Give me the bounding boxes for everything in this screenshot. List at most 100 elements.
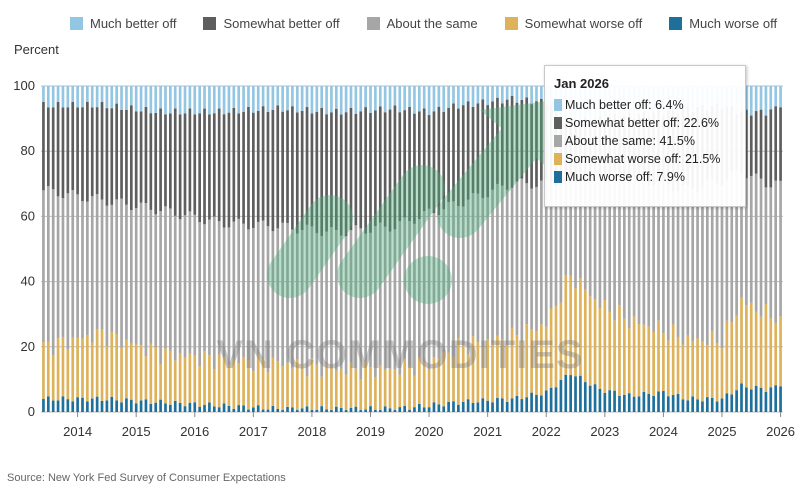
bar-stack[interactable] (110, 86, 114, 412)
bar-stack[interactable] (364, 86, 367, 412)
bar-stack[interactable] (266, 86, 270, 412)
bar-stack[interactable] (447, 86, 450, 412)
bar-stack[interactable] (749, 86, 753, 412)
bar-stack[interactable] (159, 86, 162, 412)
bar-stack[interactable] (540, 86, 543, 412)
bar-stack[interactable] (232, 86, 236, 412)
bar-stack[interactable] (173, 86, 177, 412)
bar-stack[interactable] (51, 86, 55, 412)
bar-stack[interactable] (281, 86, 284, 412)
bar-stack[interactable] (471, 86, 475, 412)
bar-stack[interactable] (100, 86, 104, 412)
bar-stack[interactable] (115, 86, 118, 412)
bar-stack[interactable] (252, 86, 255, 412)
bar-stack[interactable] (339, 86, 343, 412)
bar-stack[interactable] (86, 86, 89, 412)
bar-stack[interactable] (46, 86, 50, 412)
bar-stack[interactable] (520, 86, 524, 412)
bar-stack[interactable] (42, 86, 45, 412)
bar-stack[interactable] (344, 86, 348, 412)
legend-item-somewhat-better[interactable]: Somewhat better off (203, 16, 340, 31)
bar-stack[interactable] (754, 86, 758, 412)
bar-stack[interactable] (437, 86, 441, 412)
bar-stack[interactable] (393, 86, 397, 412)
bar-stack[interactable] (427, 86, 431, 412)
bar-stack[interactable] (61, 86, 65, 412)
bar-stack[interactable] (300, 86, 304, 412)
bar-stack[interactable] (217, 86, 221, 412)
bar-stack[interactable] (510, 86, 514, 412)
bar-stack[interactable] (354, 86, 358, 412)
bar-stack[interactable] (491, 86, 494, 412)
bar-stack[interactable] (764, 86, 768, 412)
bar-stack[interactable] (374, 86, 377, 412)
bar-stack[interactable] (76, 86, 79, 412)
bar-stack[interactable] (291, 86, 294, 412)
bar-stack[interactable] (134, 86, 138, 412)
bar-stack[interactable] (413, 86, 416, 412)
bar-stack[interactable] (310, 86, 314, 412)
legend-item-somewhat-worse[interactable]: Somewhat worse off (504, 16, 642, 31)
bar-stack[interactable] (212, 86, 216, 412)
bar-stack[interactable] (403, 86, 407, 412)
bar-stack[interactable] (90, 86, 94, 412)
bar-stack[interactable] (378, 86, 382, 412)
bar-stack[interactable] (188, 86, 192, 412)
bar-stack[interactable] (208, 86, 211, 412)
bar-stack[interactable] (242, 86, 245, 412)
bar-stack[interactable] (81, 86, 84, 412)
bar-stack[interactable] (422, 86, 426, 412)
bar-stack[interactable] (505, 86, 509, 412)
bar-stack[interactable] (466, 86, 470, 412)
bar-stack[interactable] (388, 86, 392, 412)
bar-stack[interactable] (247, 86, 250, 412)
bar-stack[interactable] (305, 86, 309, 412)
bar-stack[interactable] (369, 86, 372, 412)
bar-stack[interactable] (486, 86, 489, 412)
bar-stack[interactable] (779, 86, 782, 412)
bar-stack[interactable] (334, 86, 338, 412)
bar-stack[interactable] (525, 86, 529, 412)
bar-stack[interactable] (759, 86, 763, 412)
bar-stack[interactable] (193, 86, 197, 412)
bar-stack[interactable] (198, 86, 201, 412)
bar-stack[interactable] (56, 86, 60, 412)
bar-stack[interactable] (129, 86, 133, 412)
bar-stack[interactable] (125, 86, 128, 412)
bar-stack[interactable] (359, 86, 363, 412)
bar-stack[interactable] (774, 86, 778, 412)
bar-stack[interactable] (105, 86, 109, 412)
bar-stack[interactable] (745, 86, 748, 412)
bar-stack[interactable] (432, 86, 436, 412)
bar-stack[interactable] (452, 86, 455, 412)
bar-stack[interactable] (71, 86, 75, 412)
bar-stack[interactable] (320, 86, 324, 412)
bar-stack[interactable] (330, 86, 333, 412)
bar-stack[interactable] (286, 86, 289, 412)
bar-stack[interactable] (496, 86, 499, 412)
bar-stack[interactable] (769, 86, 773, 412)
bar-stack[interactable] (261, 86, 265, 412)
bar-stack[interactable] (164, 86, 167, 412)
bar-stack[interactable] (66, 86, 70, 412)
bar-stack[interactable] (203, 86, 206, 412)
bar-stack[interactable] (417, 86, 421, 412)
bar-stack[interactable] (325, 86, 328, 412)
bar-stack[interactable] (349, 86, 353, 412)
bar-stack[interactable] (535, 86, 538, 412)
bar-stack[interactable] (315, 86, 319, 412)
bar-stack[interactable] (408, 86, 411, 412)
bar-stack[interactable] (222, 86, 226, 412)
bar-stack[interactable] (120, 86, 123, 412)
bar-stack[interactable] (237, 86, 241, 412)
bar-stack[interactable] (515, 86, 519, 412)
bar-stack[interactable] (95, 86, 99, 412)
bar-stack[interactable] (154, 86, 158, 412)
bar-stack[interactable] (256, 86, 260, 412)
bar-stack[interactable] (398, 86, 402, 412)
bar-stack[interactable] (500, 86, 504, 412)
bar-stack[interactable] (442, 86, 446, 412)
bar-stack[interactable] (139, 86, 143, 412)
bar-stack[interactable] (276, 86, 280, 412)
bar-stack[interactable] (481, 86, 485, 412)
